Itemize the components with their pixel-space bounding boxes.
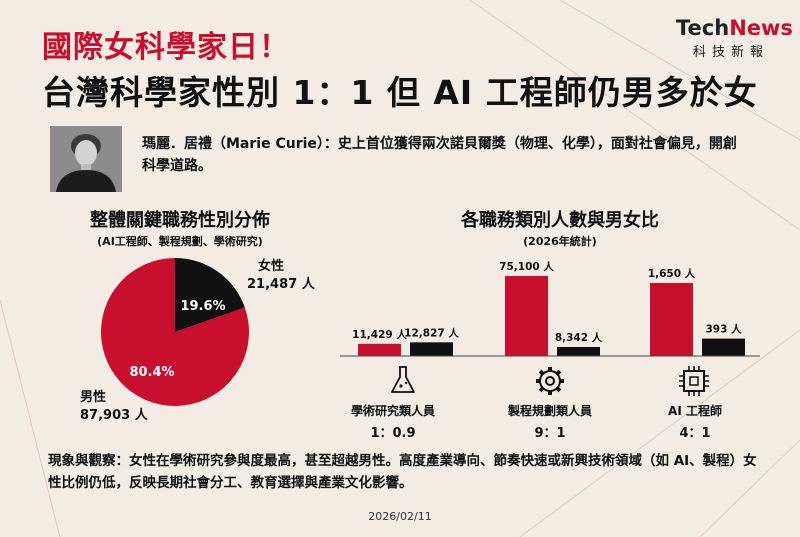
- bar-value-label: 12,827 人: [404, 326, 459, 339]
- gear-teeth: [536, 367, 564, 395]
- chip-core: [689, 376, 699, 386]
- observation-text: 現象與觀察：女性在學術研究參與度最高，甚至超越男性。高度產業導向、節奏快速或新興…: [48, 453, 757, 491]
- chip-pins: [679, 366, 709, 396]
- flask-bubble: [404, 381, 408, 385]
- bar-value-label: 75,100 人: [499, 260, 554, 273]
- flask-icon: [391, 366, 415, 393]
- page-title: 國際女科學家日！: [42, 30, 290, 65]
- pie-percent-male: 80.4%: [129, 365, 174, 380]
- pie-legend-male-label: 男性: [80, 389, 106, 405]
- pie-legend-male-value: 87,903 人: [80, 407, 149, 423]
- category-label: AI 工程師: [668, 404, 722, 418]
- gear-hub: [545, 376, 555, 386]
- bar: [410, 342, 453, 356]
- bar-value-label: 8,342 人: [555, 331, 603, 344]
- chip-icon: [683, 370, 705, 392]
- bar: [557, 347, 600, 356]
- bar-chart-title: 各職務類別人數與男女比: [461, 210, 659, 231]
- category-label: 製程規劃類人員: [507, 404, 592, 418]
- bar-chart-subtitle: (2026年統計): [523, 235, 597, 248]
- category-ratio: 1：0.9: [370, 426, 416, 441]
- pie-legend-female-value: 21,487 人: [247, 276, 316, 292]
- pie-legend-female-label: 女性: [258, 258, 284, 274]
- logo-news: News: [729, 16, 793, 40]
- marie-curie-portrait: [50, 126, 122, 192]
- flask-bubble: [399, 384, 403, 388]
- bar-value-label: 1,650 人: [648, 267, 696, 280]
- bar: [505, 276, 548, 356]
- logo-wordmark: TechNews: [676, 16, 793, 40]
- page-subtitle: 台灣科學家性別 1：1 但 AI 工程師仍男多於女: [42, 73, 758, 112]
- logo-subtitle: 科技新報: [692, 45, 769, 60]
- category-ratio: 4：1: [679, 426, 711, 441]
- pie-chart-subtitle: (AI工程師、製程規劃、學術研究): [97, 235, 263, 248]
- bar: [650, 283, 693, 356]
- pie-percent-female: 19.6%: [180, 299, 225, 314]
- logo-tech: Tech: [676, 16, 730, 40]
- category-label: 學術研究類人員: [350, 404, 435, 418]
- bar-value-label: 11,429 人: [352, 328, 407, 341]
- bar: [358, 343, 401, 356]
- category-ratio: 9：1: [534, 426, 566, 441]
- pie-chart-title: 整體關鍵職務性別分佈: [90, 210, 270, 231]
- bar: [702, 338, 745, 356]
- pie-slice-female: [175, 258, 245, 332]
- curie-note: 瑪麗．居禮（Marie Curie）：史上首位獲得兩次諾貝爾獎（物理、化學），面…: [142, 136, 737, 174]
- technews-logo[interactable]: TechNews 科技新報: [676, 16, 793, 60]
- gear-icon: [539, 370, 561, 392]
- date-label: 2026/02/11: [368, 510, 432, 523]
- bar-value-label: 393 人: [705, 323, 742, 336]
